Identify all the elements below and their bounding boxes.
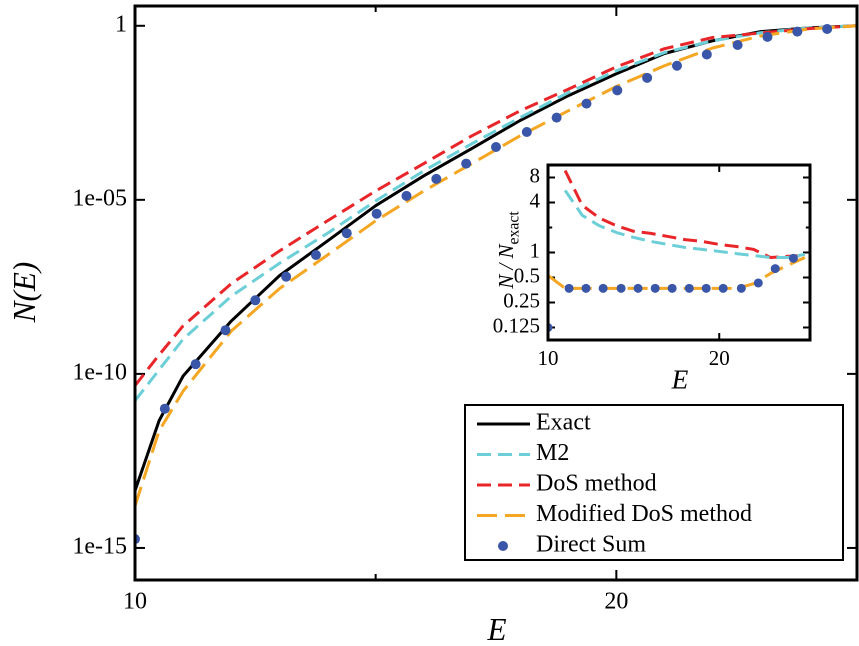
data-point <box>671 60 682 71</box>
series-group <box>548 169 806 333</box>
legend-label: DoS method <box>536 471 657 497</box>
y-tick-label: 1 <box>530 238 541 262</box>
data-point <box>581 283 591 293</box>
data-point <box>521 126 532 137</box>
legend-label: M2 <box>536 440 569 466</box>
data-line <box>135 24 857 402</box>
data-point <box>401 190 412 201</box>
data-point <box>341 228 352 239</box>
x-tick-label: 20 <box>709 346 730 370</box>
data-point <box>788 253 798 263</box>
legend-marker <box>498 541 508 551</box>
data-line <box>563 189 806 260</box>
y-tick-label: 1e-15 <box>72 533 127 559</box>
data-point <box>564 283 574 293</box>
x-axis-label: E <box>671 364 689 394</box>
data-point <box>701 283 711 293</box>
data-point <box>581 98 592 109</box>
data-point <box>718 283 728 293</box>
data-point <box>633 283 643 293</box>
y-axis-label-sub: exact <box>505 211 522 245</box>
data-line <box>548 256 806 290</box>
data-point <box>667 283 677 293</box>
y-axis-label: N(E) <box>7 262 42 324</box>
data-point <box>792 26 803 37</box>
data-point <box>598 283 608 293</box>
plot-frame <box>133 4 859 582</box>
data-point <box>220 325 231 336</box>
x-tick-label: 10 <box>538 346 559 370</box>
plot-area <box>548 165 810 340</box>
y-axis-label: N / Nexact <box>494 211 522 290</box>
data-point <box>616 283 626 293</box>
legend-label: Direct Sum <box>536 532 646 558</box>
data-point <box>770 264 780 274</box>
data-point <box>461 158 472 169</box>
legend: Exact M2 DoS method Modified DoS method Dire… <box>464 404 844 561</box>
y-tick-label: 1e-05 <box>72 185 127 211</box>
legend-label: Modified DoS method <box>536 501 752 527</box>
y-tick-label: 1e-10 <box>72 359 127 385</box>
y-tick-label: 0.125 <box>493 313 540 337</box>
data-point <box>491 141 501 152</box>
data-point <box>684 283 694 293</box>
y-tick-label: 1 <box>115 11 127 37</box>
data-point <box>612 85 623 96</box>
data-point <box>551 112 562 123</box>
x-tick-label: 10 <box>123 588 147 614</box>
data-point <box>371 208 382 219</box>
y-tick-label: 0.25 <box>503 288 540 312</box>
x-axis-label: E <box>486 612 506 646</box>
data-point <box>762 31 773 42</box>
data-point <box>650 283 660 293</box>
data-point <box>736 283 746 293</box>
legend-box <box>464 404 844 561</box>
x-tick-label: 20 <box>604 588 628 614</box>
data-point <box>310 250 321 261</box>
y-tick-label: 0.5 <box>514 263 540 287</box>
y-axis-label-main: N / N <box>494 243 518 289</box>
legend-label: Exact <box>536 410 591 436</box>
data-point <box>822 23 833 34</box>
plot-frame <box>546 163 812 342</box>
data-point <box>701 49 712 60</box>
y-tick-label: 4 <box>530 188 541 212</box>
y-tick-label: 8 <box>530 163 541 187</box>
data-point <box>753 278 763 288</box>
data-point <box>431 173 442 184</box>
data-point <box>250 295 261 306</box>
data-line <box>135 24 857 387</box>
series-group <box>135 23 857 545</box>
data-line <box>135 24 857 507</box>
data-point <box>159 403 170 414</box>
data-line <box>563 169 805 260</box>
data-point <box>642 72 653 83</box>
data-point <box>281 271 292 282</box>
plot: 10 20 84 10.50.250.125 E N / Nexact <box>493 163 812 394</box>
data-point <box>190 359 201 370</box>
data-point <box>732 40 743 51</box>
